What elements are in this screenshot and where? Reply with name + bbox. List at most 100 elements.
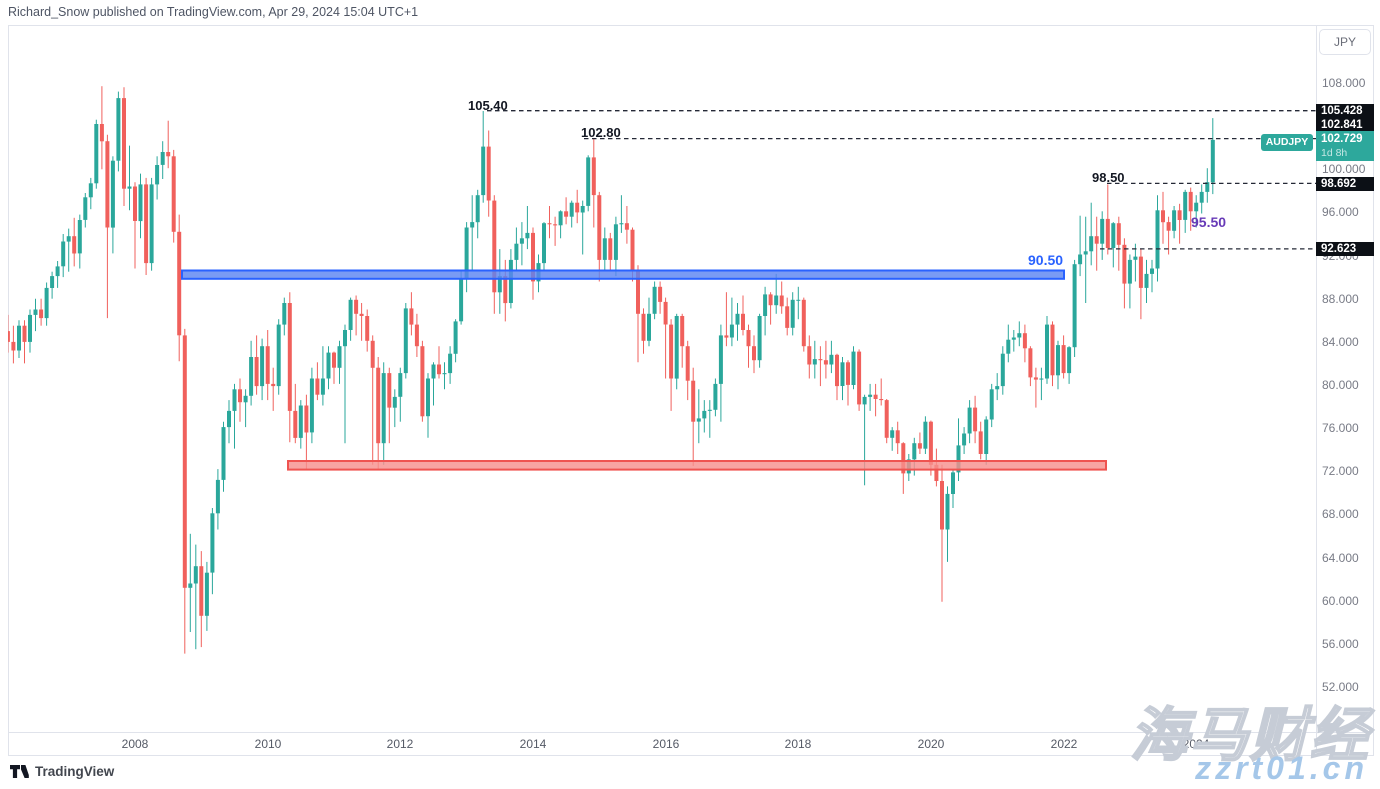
candle-body[interactable] [636, 270, 640, 314]
candle-body[interactable] [1183, 191, 1188, 220]
candle-body[interactable] [779, 295, 784, 307]
candle-body[interactable] [1133, 256, 1138, 260]
candle-body[interactable] [1056, 345, 1060, 376]
candle-body[interactable] [1155, 210, 1160, 269]
candle-body[interactable] [193, 566, 198, 584]
candle-body[interactable] [459, 278, 464, 322]
candle-body[interactable] [1144, 273, 1149, 288]
candle-body[interactable] [1083, 251, 1088, 255]
candle-body[interactable] [519, 238, 524, 244]
candle-body[interactable] [370, 340, 375, 368]
candle-body[interactable] [359, 313, 364, 316]
candle-body[interactable] [647, 313, 651, 341]
candle-body[interactable] [746, 330, 751, 347]
candle-body[interactable] [956, 445, 961, 473]
candle-body[interactable] [724, 335, 729, 338]
candle-body[interactable] [1199, 191, 1204, 203]
candle-body[interactable] [995, 386, 1000, 390]
candle-body[interactable] [381, 373, 386, 444]
candle-body[interactable] [204, 572, 209, 616]
candle-body[interactable] [879, 399, 884, 401]
candle-body[interactable] [962, 433, 967, 446]
candle-body[interactable] [862, 396, 867, 405]
candle-body[interactable] [951, 472, 955, 494]
candle-body[interactable] [210, 513, 215, 573]
candle-body[interactable] [177, 231, 182, 336]
candle-body[interactable] [254, 357, 259, 387]
candle-body[interactable] [1022, 333, 1027, 349]
candle-body[interactable] [1045, 324, 1049, 379]
candle-body[interactable] [525, 232, 530, 239]
candle-body[interactable] [945, 493, 950, 530]
candle-body[interactable] [105, 141, 110, 228]
candle-body[interactable] [309, 378, 314, 433]
candle-body[interactable] [481, 146, 486, 196]
candle-body[interactable] [591, 157, 596, 196]
candle-body[interactable] [818, 359, 823, 361]
candle-body[interactable] [188, 583, 193, 588]
candle-body[interactable] [88, 183, 93, 198]
candle-body[interactable] [1210, 139, 1215, 183]
candle-body[interactable] [564, 211, 569, 217]
candle-body[interactable] [890, 430, 895, 438]
candle-body[interactable] [260, 346, 265, 387]
candle-body[interactable] [50, 276, 55, 288]
candle-body[interactable] [1161, 210, 1165, 223]
candle-body[interactable] [658, 286, 663, 302]
candle-body[interactable] [1100, 218, 1105, 244]
candle-body[interactable] [448, 353, 453, 374]
candle-body[interactable] [940, 481, 944, 530]
candle-body[interactable] [608, 238, 613, 260]
candle-body[interactable] [348, 299, 353, 330]
candle-body[interactable] [426, 378, 430, 417]
candle-body[interactable] [531, 232, 535, 282]
candle-body[interactable] [1006, 339, 1011, 354]
candle-body[interactable] [790, 299, 795, 328]
candle-body[interactable] [94, 124, 99, 184]
candle-body[interactable] [741, 313, 745, 330]
candle-body[interactable] [586, 157, 591, 206]
candle-body[interactable] [475, 195, 480, 223]
candle-body[interactable] [729, 324, 734, 338]
candle-body[interactable] [1177, 210, 1182, 220]
candle-body[interactable] [453, 321, 458, 354]
currency-toggle-button[interactable]: JPY [1319, 29, 1371, 55]
candle-body[interactable] [1094, 236, 1099, 244]
candle-body[interactable] [1050, 324, 1055, 376]
candle-body[interactable] [414, 324, 419, 347]
candle-body[interactable] [182, 335, 187, 588]
candle-body[interactable] [641, 313, 646, 341]
candle-body[interactable] [989, 389, 994, 420]
candle-body[interactable] [144, 184, 149, 264]
level-label[interactable]: 102.80 [581, 125, 621, 140]
candle-body[interactable] [1089, 236, 1094, 252]
candle-body[interactable] [669, 324, 674, 379]
candle-body[interactable] [613, 224, 618, 260]
candle-body[interactable] [1039, 378, 1044, 380]
candle-body[interactable] [442, 373, 447, 375]
candle-body[interactable] [807, 346, 812, 365]
candle-body[interactable] [271, 383, 276, 387]
candle-body[interactable] [846, 362, 850, 385]
candle-body[interactable] [376, 367, 381, 444]
candle-body[interactable] [602, 238, 607, 260]
candle-body[interactable] [403, 308, 408, 374]
candle-body[interactable] [801, 299, 806, 347]
candle-body[interactable] [243, 395, 248, 403]
candle-body[interactable] [276, 324, 281, 387]
candle-body[interactable] [575, 202, 580, 213]
candle-body[interactable] [691, 380, 696, 422]
candle-body[interactable] [984, 419, 989, 455]
candle-body[interactable] [1067, 347, 1072, 374]
candle-body[interactable] [630, 229, 635, 271]
candle-body[interactable] [265, 346, 270, 384]
candle-body[interactable] [1111, 223, 1116, 248]
candle-body[interactable] [868, 394, 873, 397]
candle-body[interactable] [663, 301, 668, 325]
candle-body[interactable] [542, 223, 546, 264]
candle-body[interactable] [774, 295, 779, 306]
candle-body[interactable] [99, 124, 104, 142]
candle-body[interactable] [116, 98, 121, 161]
candle-body[interactable] [409, 308, 414, 325]
